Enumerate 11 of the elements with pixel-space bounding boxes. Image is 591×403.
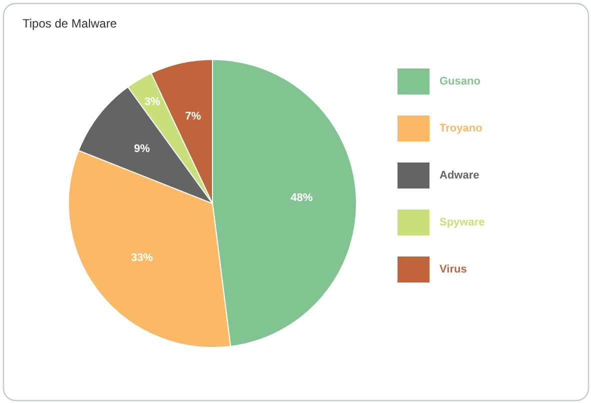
data-label: 7% xyxy=(185,110,202,122)
legend-label: Troyano xyxy=(440,122,483,134)
data-label: 48% xyxy=(290,192,313,204)
legend-label: Virus xyxy=(440,264,467,276)
legend-label: Spyware xyxy=(440,216,485,228)
data-label: 33% xyxy=(130,252,154,264)
data-label: 9% xyxy=(134,142,150,155)
legend-label: Gusano xyxy=(440,76,481,88)
chart-title: Tipos de Malware xyxy=(22,16,118,30)
data-label: 3% xyxy=(144,96,161,108)
legend-label: Adware xyxy=(440,170,480,182)
